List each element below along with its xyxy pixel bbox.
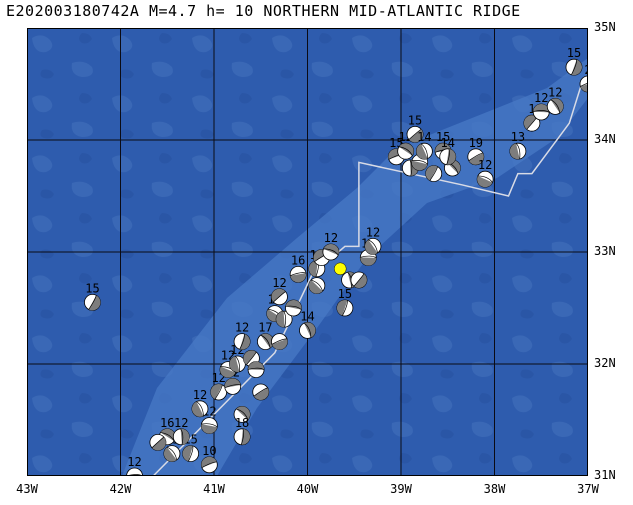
focal-mechanism: 10	[200, 444, 218, 474]
focal-mechanism: 13	[509, 130, 527, 160]
longitude-label: 42W	[109, 482, 132, 496]
focal-mechanism: 12	[476, 158, 494, 188]
latitude-label: 35N	[594, 20, 616, 34]
depth-label: 17	[258, 321, 272, 335]
depth-label: 16	[160, 416, 174, 430]
depth-label: 18	[235, 416, 249, 430]
focal-mechanism	[275, 310, 293, 328]
focal-mechanism	[308, 277, 326, 295]
seismic-map: 1211151016121212121218121217121312141516…	[27, 28, 588, 476]
focal-mechanism: 15	[84, 281, 101, 311]
latitude-label: 32N	[594, 356, 616, 370]
focal-mechanism: 12	[546, 85, 564, 115]
depth-label: 15	[567, 46, 581, 60]
focal-mechanism	[149, 433, 167, 451]
depth-label: 12	[174, 416, 188, 430]
depth-label: 12	[366, 225, 380, 239]
longitude-label: 41W	[203, 482, 225, 496]
depth-label: 19	[469, 136, 483, 150]
longitude-label: 43W	[16, 482, 38, 496]
focal-mechanism: 12	[172, 416, 190, 446]
focal-mechanism: 15	[406, 113, 424, 143]
depth-label: 12	[272, 276, 286, 290]
focal-mechanism: 12	[271, 276, 288, 306]
focal-mechanism	[350, 271, 368, 289]
focal-mechanism: 18	[233, 416, 251, 446]
depth-label: 10	[202, 444, 216, 458]
depth-label: 1	[528, 102, 535, 116]
focal-mechanism: 16	[289, 253, 307, 283]
focal-mechanism: 12	[210, 371, 228, 401]
map-title: E202003180742A M=4.7 h= 10 NORTHERN MID-…	[6, 2, 521, 20]
depth-label: 15	[85, 281, 99, 295]
focal-mechanism: 2	[579, 63, 588, 93]
focal-mechanism: 12	[322, 231, 340, 261]
focal-mechanism: 12	[126, 455, 143, 476]
depth-label: 12	[193, 388, 207, 402]
depth-label: 14	[300, 309, 314, 323]
depth-label: 16	[291, 253, 305, 267]
depth-label: 14	[417, 130, 431, 144]
longitude-label: 37W	[577, 482, 599, 496]
depth-label: 15	[338, 287, 352, 301]
graticule	[27, 28, 588, 476]
depth-label: 12	[534, 91, 548, 105]
longitude-label: 38W	[483, 482, 506, 496]
map-frame	[27, 28, 588, 476]
focal-mechanism	[271, 333, 288, 351]
latitude-label: 34N	[594, 132, 616, 146]
focal-mechanism: 14	[299, 309, 316, 339]
longitude-label: 39W	[390, 482, 412, 496]
focal-mechanism: 12	[233, 321, 251, 351]
epicenter-marker	[333, 262, 347, 276]
depth-label: 13	[511, 130, 525, 144]
latitude-label: 33N	[594, 244, 616, 258]
focal-mechanism: 14	[439, 136, 457, 166]
focal-mechanism	[247, 361, 265, 379]
focal-mechanism: 14	[415, 130, 433, 160]
longitude-label: 40W	[296, 482, 319, 496]
latitude-label: 31N	[594, 468, 616, 482]
focal-mechanism: 15	[565, 46, 583, 76]
depth-label: 12	[235, 321, 249, 335]
focal-mechanism	[285, 299, 302, 317]
depth-label: 2	[584, 63, 588, 77]
focal-mechanism: 12	[364, 225, 382, 255]
depth-label: 12	[324, 231, 338, 245]
focal-mechanism: 12	[191, 388, 209, 418]
focal-mechanism	[233, 405, 251, 423]
focal-mechanism: 15	[336, 287, 354, 317]
focal-mechanism	[425, 165, 443, 183]
focal-mechanism: 17	[257, 321, 274, 351]
depth-label: 12	[548, 85, 562, 99]
focal-mechanism: 19	[467, 136, 485, 166]
depth-label: 12	[127, 455, 141, 469]
epicenter-dot	[333, 262, 347, 276]
depth-label: 12	[478, 158, 492, 172]
focal-mechanism: 12	[228, 343, 246, 373]
focal-mechanism	[252, 383, 270, 401]
depth-label: 14	[441, 136, 455, 150]
focal-mechanisms: 1211151016121212121218121217121312141516…	[84, 46, 588, 476]
depth-label: 15	[408, 113, 422, 127]
depth-label: 15	[436, 130, 450, 144]
focal-mechanism: 12	[200, 405, 218, 435]
